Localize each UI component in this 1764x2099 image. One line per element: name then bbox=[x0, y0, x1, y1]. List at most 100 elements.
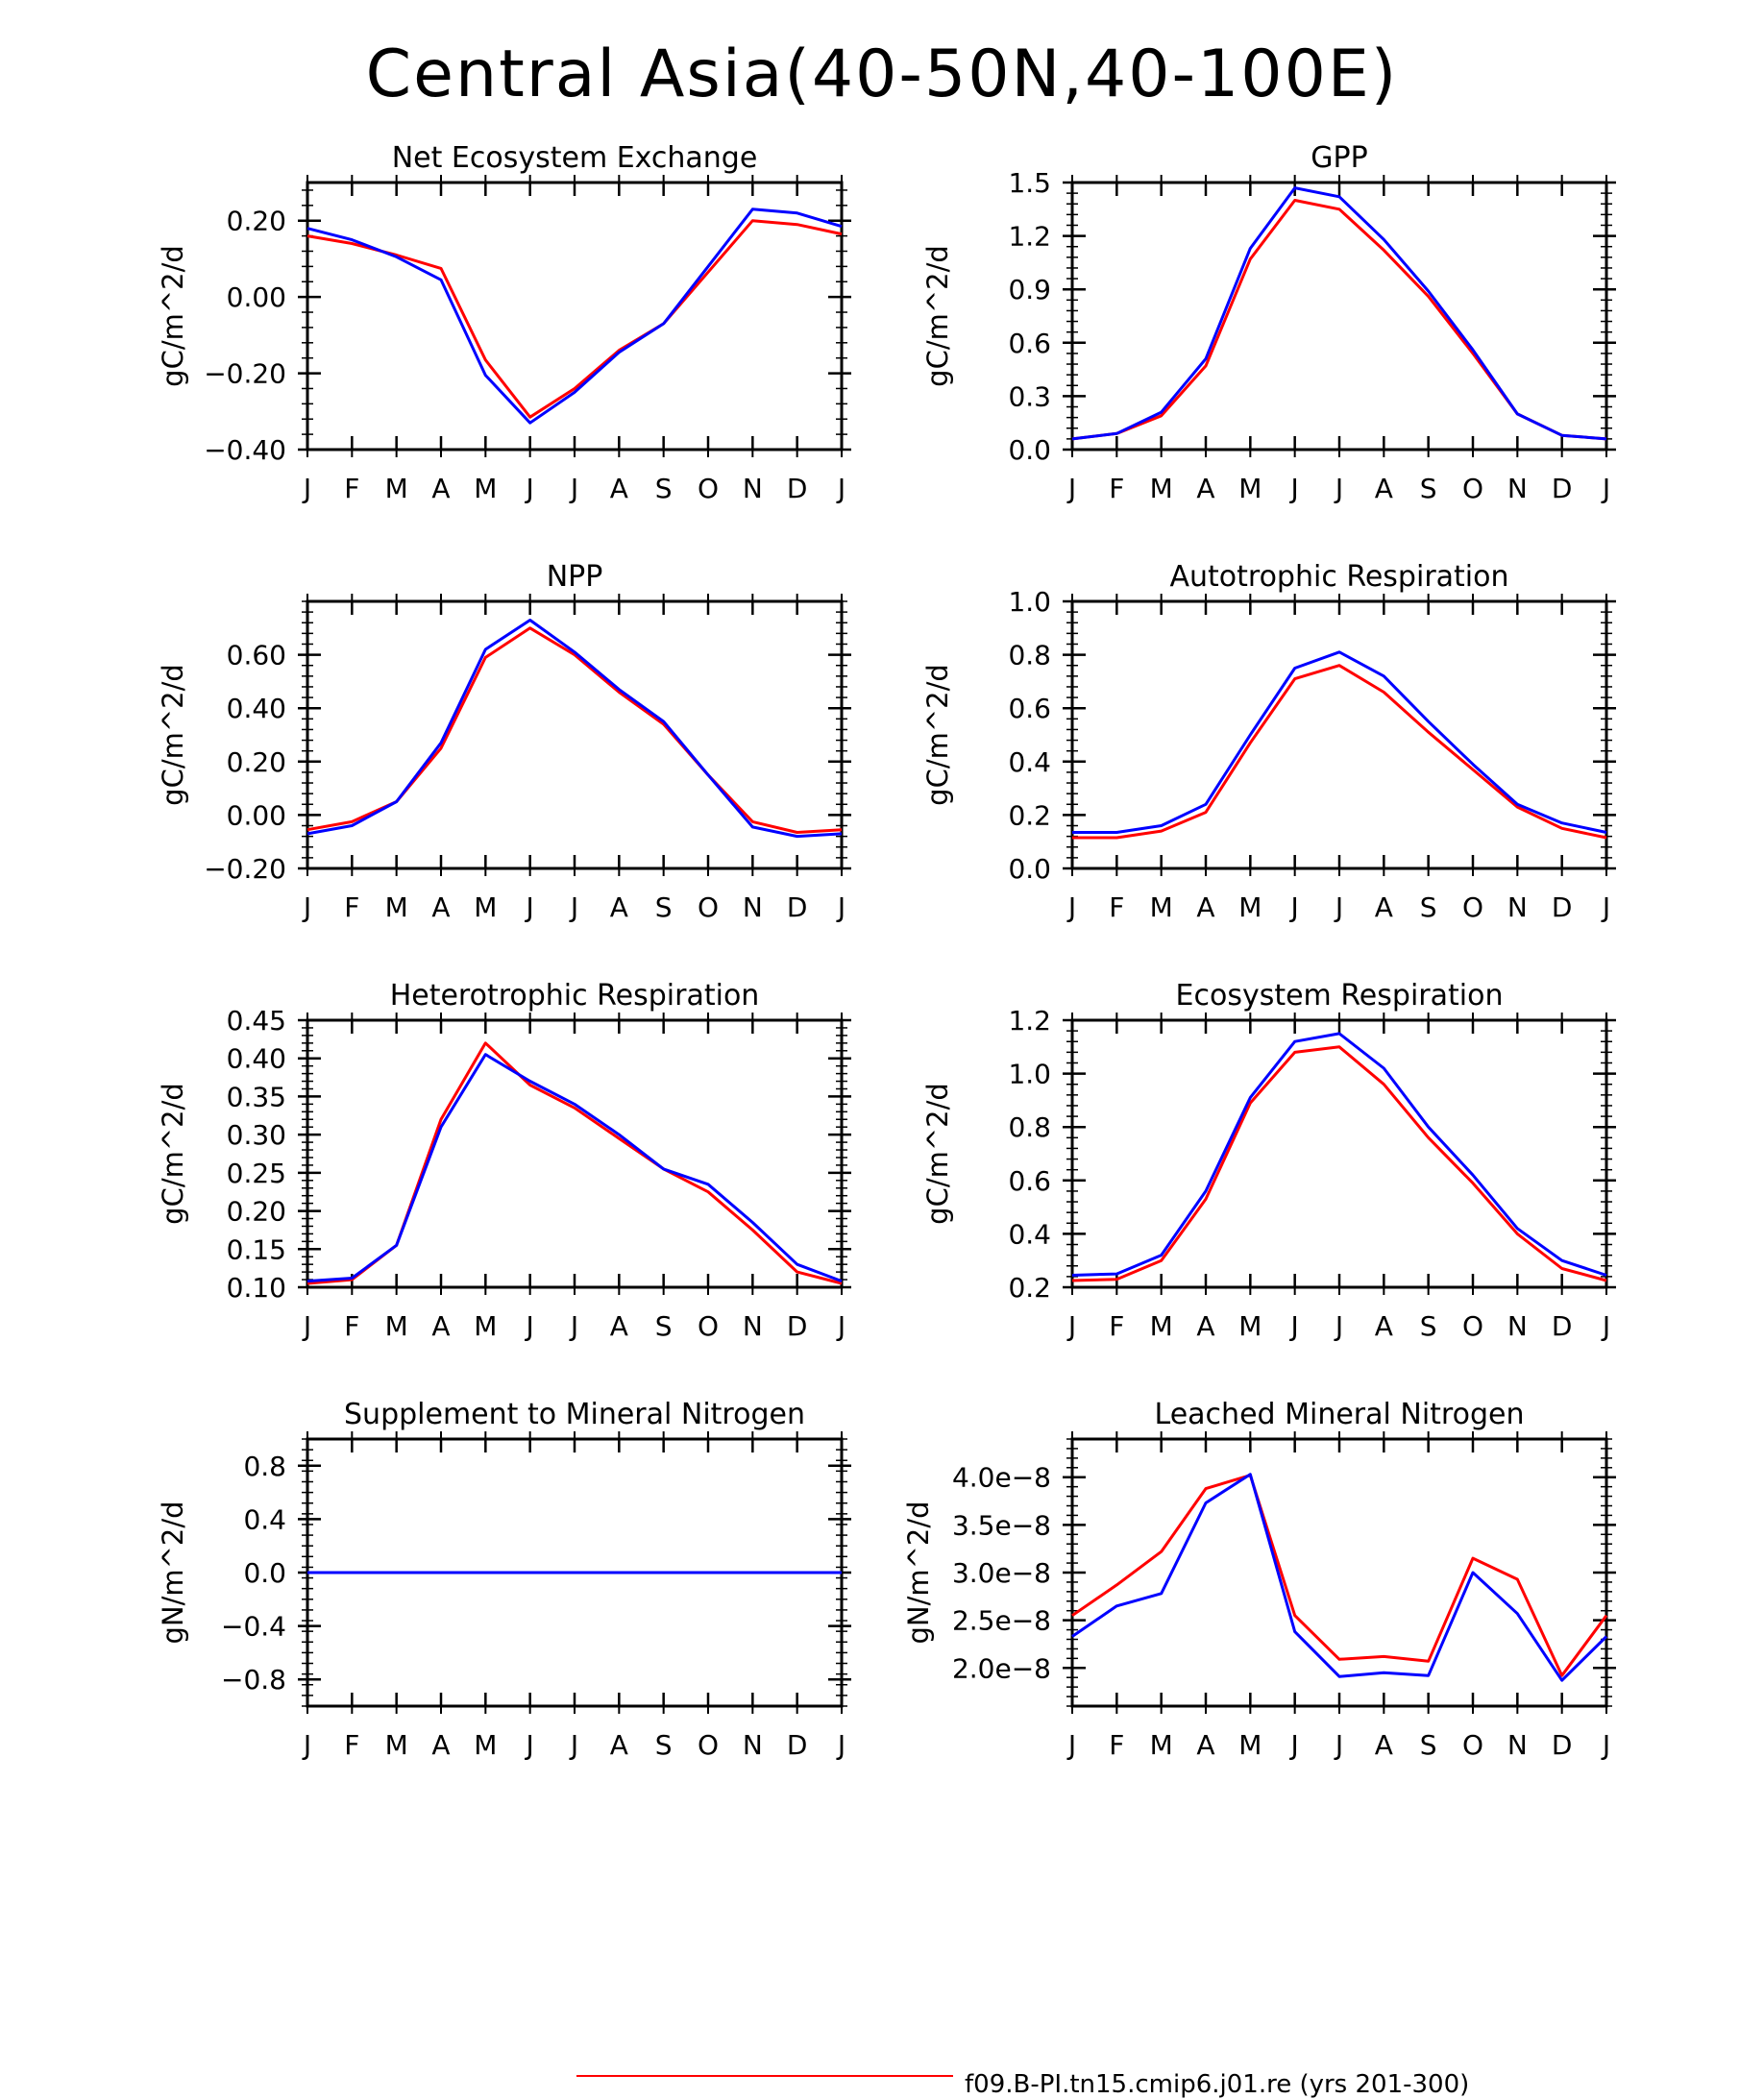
x-tick-label: J bbox=[836, 891, 845, 923]
panel-2: J F M A M J J A S O N D J0.00.30.60.91.21.5gC/m^2/dG… bbox=[921, 141, 1616, 504]
page-title: Central Asia(40-50N,40-100E) bbox=[365, 37, 1399, 112]
x-tick-label: J bbox=[1289, 891, 1299, 923]
y-axis-label: gN/m^2/d bbox=[902, 1501, 935, 1644]
series-line-1 bbox=[1072, 664, 1607, 840]
x-tick-label: J bbox=[1289, 1729, 1299, 1761]
x-tick-label: D bbox=[787, 891, 808, 923]
x-tick-label: J bbox=[1289, 473, 1299, 504]
x-tick-label: J bbox=[1334, 1310, 1343, 1342]
y-tick-label: 0.40 bbox=[227, 693, 286, 724]
y-tick-label: 0.40 bbox=[227, 1043, 286, 1075]
x-tick-label: J bbox=[1066, 1729, 1076, 1761]
y-tick-label: 0.3 bbox=[1008, 380, 1051, 412]
x-tick-label: J bbox=[302, 891, 311, 923]
x-tick-label: A bbox=[610, 1310, 628, 1342]
x-tick-label: J bbox=[836, 473, 845, 504]
x-tick-label: J bbox=[302, 473, 311, 504]
x-tick-label: J bbox=[1066, 891, 1076, 923]
x-tick-label: J bbox=[1601, 473, 1610, 504]
x-tick-label: A bbox=[431, 473, 450, 504]
plot-frame bbox=[306, 1018, 844, 1289]
x-tick-label: A bbox=[1375, 1310, 1393, 1342]
panel-3: J F M A M J J A S O N D J−0.200.000.200.400.60gC/m^2… bbox=[157, 560, 851, 923]
y-tick-label: 0.25 bbox=[227, 1158, 286, 1189]
x-tick-label: D bbox=[1552, 891, 1573, 923]
series-line-1 bbox=[306, 1041, 843, 1285]
y-tick-label: 0.10 bbox=[227, 1272, 286, 1304]
x-tick-label: N bbox=[743, 891, 763, 923]
x-tick-label: J bbox=[525, 1310, 534, 1342]
x-tick-label: O bbox=[1462, 1729, 1483, 1761]
x-tick-label: M bbox=[474, 1310, 497, 1342]
y-tick-label: 0.2 bbox=[1008, 1272, 1051, 1304]
panel-6: J F M A M J J A S O N D J0.20.40.60.81.01.2gC/m^2/dE… bbox=[921, 979, 1616, 1342]
panel-title: Autotrophic Respiration bbox=[1169, 560, 1508, 594]
x-tick-label: J bbox=[525, 1729, 534, 1761]
x-tick-label: F bbox=[1109, 1729, 1124, 1761]
plot-frame bbox=[1070, 181, 1608, 452]
x-tick-label: J bbox=[1334, 891, 1343, 923]
x-tick-label: J bbox=[1601, 1729, 1610, 1761]
x-tick-label: J bbox=[302, 1310, 311, 1342]
x-tick-label: A bbox=[1196, 1310, 1214, 1342]
x-tick-label: O bbox=[1462, 1310, 1483, 1342]
x-tick-label: A bbox=[431, 1310, 450, 1342]
x-tick-label: F bbox=[344, 1310, 359, 1342]
series-line-2 bbox=[306, 207, 843, 425]
x-tick-label: J bbox=[525, 891, 534, 923]
x-tick-label: A bbox=[1196, 1729, 1214, 1761]
x-tick-label: M bbox=[1238, 891, 1262, 923]
series-line-2 bbox=[1072, 650, 1607, 834]
legend-line bbox=[576, 2075, 953, 2077]
x-tick-label: M bbox=[474, 1729, 497, 1761]
x-tick-label: J bbox=[569, 891, 578, 923]
y-tick-label: 3.5e−8 bbox=[952, 1509, 1051, 1541]
panel-title: GPP bbox=[1311, 141, 1367, 175]
x-tick-label: F bbox=[344, 1729, 359, 1761]
x-tick-label: N bbox=[1507, 1729, 1528, 1761]
x-tick-label: N bbox=[1507, 1310, 1528, 1342]
y-tick-label: 1.0 bbox=[1008, 1059, 1051, 1090]
series-line-1 bbox=[1071, 1045, 1607, 1282]
x-tick-label: A bbox=[1375, 1729, 1393, 1761]
x-tick-label: S bbox=[655, 1310, 673, 1342]
x-tick-label: M bbox=[1150, 1310, 1173, 1342]
x-tick-label: J bbox=[1601, 891, 1610, 923]
y-tick-label: 1.0 bbox=[1008, 586, 1051, 618]
x-tick-label: S bbox=[1420, 473, 1437, 504]
x-tick-label: A bbox=[1196, 891, 1214, 923]
x-tick-label: M bbox=[1238, 1729, 1262, 1761]
series-line-1 bbox=[1071, 199, 1607, 441]
x-tick-label: M bbox=[1238, 1310, 1262, 1342]
x-tick-label: O bbox=[698, 1310, 719, 1342]
x-tick-label: S bbox=[1420, 891, 1437, 923]
panel-title: Ecosystem Respiration bbox=[1176, 979, 1504, 1013]
panel-title: Net Ecosystem Exchange bbox=[392, 141, 758, 175]
x-tick-label: M bbox=[385, 1729, 408, 1761]
x-tick-label: M bbox=[474, 891, 497, 923]
y-tick-label: 0.8 bbox=[243, 1451, 286, 1482]
x-tick-label: A bbox=[610, 1729, 628, 1761]
x-tick-label: M bbox=[474, 473, 497, 504]
x-tick-label: O bbox=[698, 473, 719, 504]
x-tick-label: D bbox=[787, 1310, 808, 1342]
x-tick-label: M bbox=[385, 473, 408, 504]
x-tick-label: F bbox=[1109, 891, 1124, 923]
panel-title: Leached Mineral Nitrogen bbox=[1155, 1398, 1525, 1431]
x-tick-label: S bbox=[655, 891, 673, 923]
y-tick-label: 0.6 bbox=[1008, 1165, 1051, 1197]
x-tick-label: J bbox=[569, 1729, 578, 1761]
y-tick-label: 0.8 bbox=[1008, 1111, 1051, 1143]
x-tick-label: M bbox=[1150, 1729, 1173, 1761]
y-tick-label: 0.6 bbox=[1008, 693, 1051, 724]
x-tick-label: A bbox=[610, 891, 628, 923]
x-tick-label: S bbox=[1420, 1729, 1437, 1761]
y-tick-label: 0.20 bbox=[227, 1196, 286, 1228]
y-tick-label: 0.45 bbox=[227, 1005, 286, 1037]
plot-frame bbox=[1070, 1437, 1608, 1708]
x-tick-label: N bbox=[743, 1729, 763, 1761]
x-tick-label: A bbox=[1375, 473, 1393, 504]
y-tick-label: 0.0 bbox=[243, 1557, 286, 1589]
y-tick-label: −0.40 bbox=[204, 434, 286, 466]
